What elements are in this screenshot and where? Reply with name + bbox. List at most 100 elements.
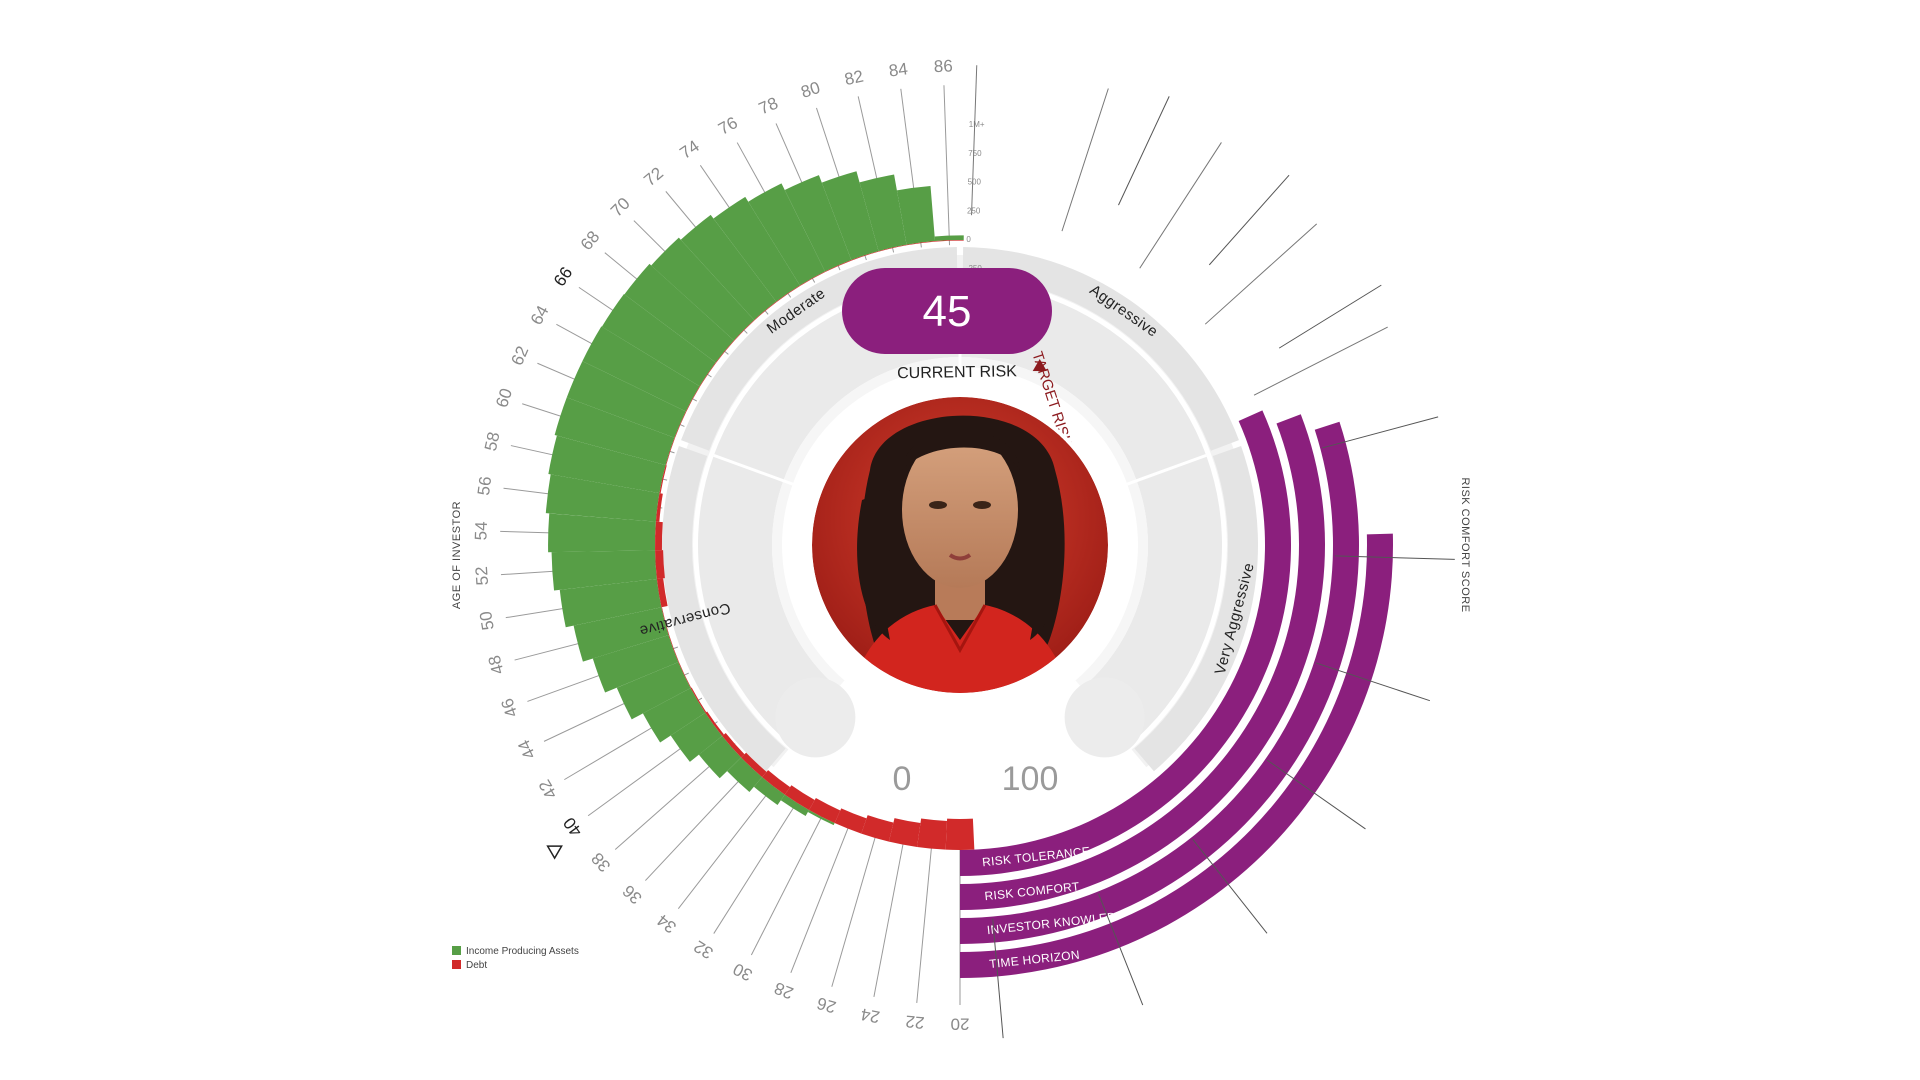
asset-bar-age-56 [545, 474, 660, 522]
asset-scale-label: 1M+ [969, 120, 985, 129]
radial-guide-line [1204, 223, 1318, 325]
asset-bar-age-82 [859, 174, 907, 252]
debt-bar-age-66 [699, 362, 717, 387]
risk-max-label: 100 [1002, 760, 1059, 798]
age-label-44: 44 [514, 737, 539, 762]
asset-scale-label: 250 [967, 206, 981, 215]
debt-bar-age-70 [733, 319, 755, 341]
age-label-20: 20 [951, 1015, 970, 1034]
comfort-tick-line [1278, 284, 1382, 349]
legend-swatch-debt [452, 960, 461, 969]
asset-bar-age-66 [601, 294, 716, 387]
age-tick-line [790, 823, 851, 973]
asset-bar-age-84 [896, 186, 936, 245]
age-label-24: 24 [859, 1004, 881, 1026]
asset-bar-age-62 [566, 361, 686, 438]
debt-bar-age-36 [741, 752, 767, 778]
age-label-42: 42 [535, 776, 561, 802]
comfort-axis-title: RISK COMFORT SCORE [1459, 477, 1471, 612]
age-tick-line [916, 843, 933, 1004]
debt-bar-age-86 [935, 240, 964, 242]
asset-scale-label: 0 [966, 235, 971, 244]
age-tick-line [750, 812, 825, 956]
debt-bar-age-80 [851, 251, 879, 261]
comfort-tick-line [1322, 416, 1439, 449]
risk-zone-very-aggressive [1134, 446, 1258, 772]
middle-ring [698, 283, 1223, 746]
asset-bars [545, 171, 964, 826]
asset-scale-label: 750 [968, 149, 982, 158]
radial-guide-line [1139, 142, 1222, 269]
debt-bar-age-26 [861, 815, 894, 842]
comfort-arc-risk-comfort [960, 414, 1325, 910]
investor-portrait [812, 397, 1108, 693]
age-label-38: 38 [588, 849, 615, 876]
debt-bar-age-32 [784, 785, 815, 811]
age-label-68: 68 [577, 227, 604, 254]
debt-bar-age-52 [655, 550, 665, 579]
legend-label-assets: Income Producing Assets [466, 946, 579, 957]
asset-bar-age-64 [582, 326, 700, 412]
asset-bar-age-38 [698, 735, 742, 779]
age-label-22: 22 [905, 1012, 926, 1033]
target-risk-marker [1032, 358, 1047, 371]
asset-bar-age-32 [780, 794, 810, 817]
debt-bars [654, 240, 975, 851]
age-label-70: 70 [607, 194, 634, 221]
age-label-62: 62 [507, 343, 532, 368]
age-label-52: 52 [472, 566, 492, 586]
risk-zone-conservative [661, 446, 786, 772]
portrait-frame [808, 393, 1112, 697]
age-label-26: 26 [815, 993, 838, 1017]
age-label-84: 84 [888, 59, 909, 80]
debt-bar-age-42 [690, 687, 707, 713]
age-label-36: 36 [619, 881, 646, 908]
age-label-78: 78 [756, 93, 781, 118]
age-label-48: 48 [485, 653, 508, 676]
age-label-66: 66 [550, 264, 576, 290]
age-tick-line [873, 839, 905, 997]
asset-bar-age-50 [559, 578, 662, 628]
age-label-76: 76 [715, 113, 741, 139]
debt-bar-age-38 [722, 733, 745, 758]
age-label-64: 64 [527, 302, 553, 328]
asset-scale-label: 500 [968, 178, 982, 187]
age-label-34: 34 [653, 910, 680, 937]
age-tick-line [943, 85, 951, 246]
debt-bar-age-60 [665, 437, 675, 466]
debt-bar-age-56 [655, 493, 663, 522]
dial-cap-right [1064, 677, 1145, 758]
risk-zone-moderate [681, 247, 958, 451]
debt-bar-age-64 [685, 386, 701, 412]
age-label-60: 60 [492, 386, 516, 410]
asset-bar-age-36 [727, 757, 763, 792]
debt-bar-age-54 [654, 521, 663, 551]
score-value: 45 [923, 287, 972, 336]
debt-bar-age-78 [824, 260, 852, 273]
score-badge: 45 [842, 268, 1052, 354]
ring-divider [1126, 453, 1207, 486]
age-label-30: 30 [730, 959, 755, 985]
debt-bar-age-74 [776, 285, 801, 303]
asset-bar-age-46 [592, 635, 679, 693]
asset-bar-age-42 [642, 688, 706, 743]
age-label-58: 58 [481, 430, 504, 453]
age-tick-line [713, 798, 800, 934]
age-tick-line [677, 781, 777, 909]
asset-bar-age-78 [784, 175, 852, 272]
comfort-arc-risk-tolerance [960, 410, 1291, 876]
debt-bar-age-48 [661, 607, 670, 636]
debt-bar-age-62 [674, 411, 687, 439]
comfort-tick-line [1097, 893, 1144, 1006]
debt-bar-age-20 [945, 818, 975, 851]
age-label-46: 46 [497, 696, 521, 720]
debt-bar-age-72 [754, 301, 777, 321]
asset-bar-age-44 [616, 662, 691, 720]
debt-bar-age-50 [656, 578, 668, 608]
asset-bar-age-74 [713, 196, 800, 302]
debt-bar-age-84 [906, 241, 936, 246]
age-label-56: 56 [474, 475, 495, 496]
comfort-tick-line [1266, 759, 1366, 830]
